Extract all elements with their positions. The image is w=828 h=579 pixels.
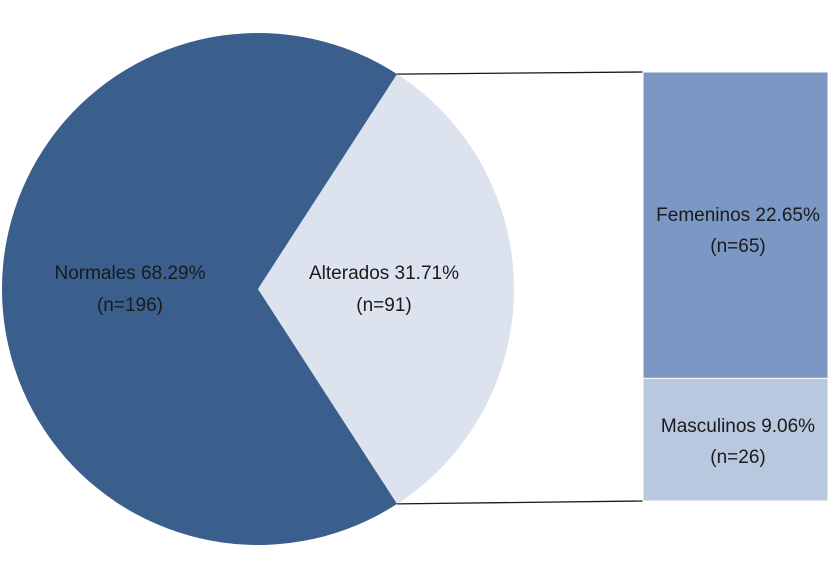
label-normales-count: (n=196) <box>97 295 163 316</box>
label-masculinos-count: (n=26) <box>710 447 765 468</box>
label-femeninos: Femeninos 22.65% <box>656 205 820 226</box>
bar-segment-femeninos <box>642 71 828 379</box>
label-alterados: Alterados 31.71% <box>309 263 459 284</box>
label-normales: Normales 68.29% <box>54 263 205 284</box>
pie-slice-normales <box>1 33 398 546</box>
connector-line-bottom <box>397 500 644 505</box>
bar-segment-masculinos <box>642 377 828 502</box>
pie-slice-alterados <box>258 74 514 504</box>
label-alterados-count: (n=91) <box>356 295 411 316</box>
label-masculinos: Masculinos 9.06% <box>661 416 815 437</box>
label-femeninos-count: (n=65) <box>710 236 765 257</box>
connector-line-top <box>397 71 644 75</box>
